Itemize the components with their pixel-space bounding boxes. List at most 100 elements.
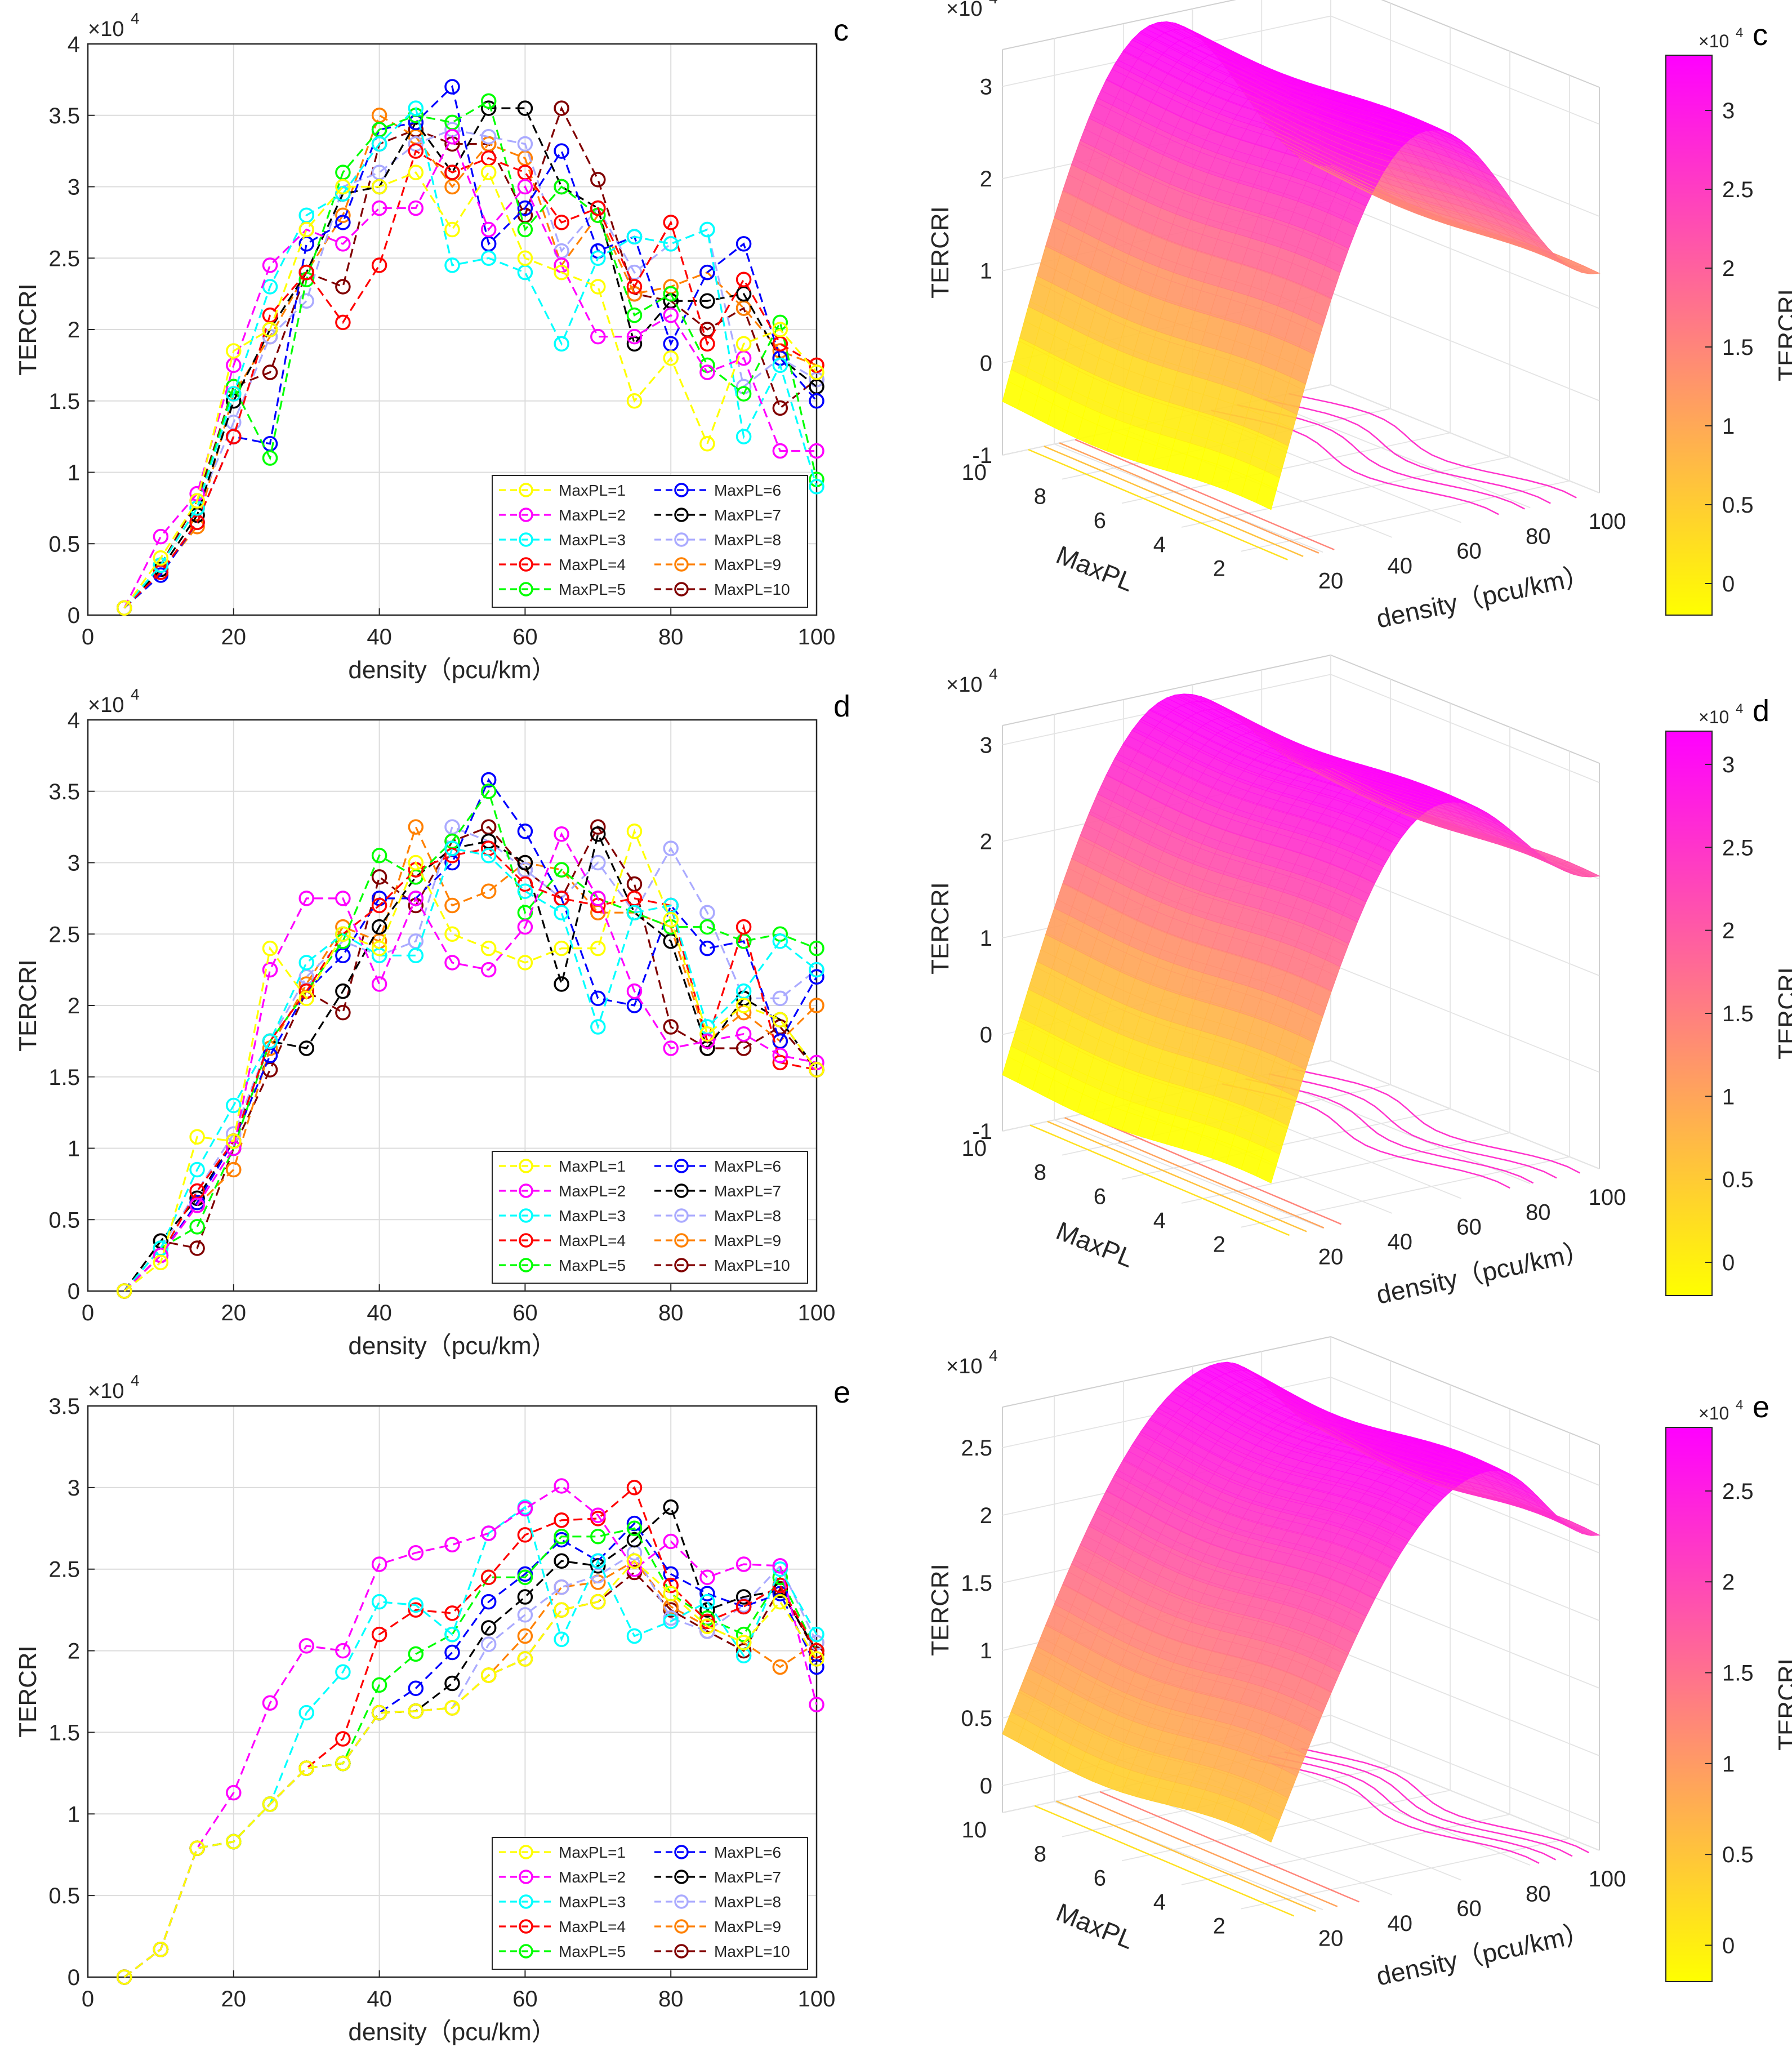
y-tick-label: 8	[1034, 484, 1046, 509]
z-tick-label: -1	[972, 443, 992, 468]
mesh-line	[1002, 1074, 1272, 1183]
legend-item: MaxPL=4	[499, 1918, 626, 1935]
data-point	[626, 983, 643, 999]
data-point	[809, 1626, 824, 1643]
data-point	[809, 443, 824, 459]
colorbar-tick-label: 0	[1722, 572, 1735, 597]
y-tick-label: 3	[68, 1476, 80, 1501]
panel-label: c	[1753, 18, 1768, 52]
mesh-line	[1249, 99, 1518, 208]
legend-marker	[519, 1894, 533, 1909]
data-point	[554, 1478, 569, 1494]
y-tick-label: 0.5	[48, 532, 80, 557]
legend: MaxPL=1 MaxPL=2 MaxPL=3 MaxPL=4 MaxPL=5 MaxPL…	[492, 475, 808, 608]
data-point	[444, 1644, 460, 1661]
legend-label: MaxPL=7	[714, 1182, 781, 1200]
mesh-line	[1330, 164, 1600, 274]
data-point	[699, 1594, 715, 1610]
box-edge	[1002, 1336, 1331, 1408]
data-point	[226, 1097, 242, 1114]
legend-item: MaxPL=9	[654, 1232, 781, 1249]
data-point	[590, 1507, 606, 1523]
y-tick-label: 0.5	[48, 1208, 80, 1232]
data-point	[408, 1545, 424, 1561]
mesh-line	[1188, 1377, 1457, 1487]
data-point	[554, 1512, 569, 1528]
x-tick-label: 60	[1456, 1897, 1482, 1921]
colorbar-tick-label: 1.5	[1722, 335, 1754, 360]
data-point	[480, 848, 497, 864]
box-edge	[1330, 655, 1600, 764]
colorbar-tick-label: 2	[1722, 256, 1735, 281]
y-axis-label: TERCRI	[14, 959, 42, 1052]
data-point	[735, 998, 752, 1013]
exponent-label: ×10	[88, 17, 124, 41]
y-tick-label: 2.5	[48, 1557, 80, 1582]
mesh-line	[1068, 1571, 1337, 1681]
data-point	[663, 1040, 679, 1056]
data-point	[517, 1589, 533, 1605]
data-point	[590, 819, 606, 835]
panel-label: e	[833, 1376, 850, 1409]
data-point	[626, 279, 643, 295]
legend-item: MaxPL=3	[499, 1207, 626, 1225]
data-point	[590, 940, 606, 956]
mesh-line	[1084, 1534, 1354, 1644]
line-chart-c-0: 0 20 40 60 80 100 0 0.5 1 1.5 2 2.5 3 3.5 4 density（pcu…	[14, 10, 849, 684]
grid-line	[1181, 1409, 1510, 1885]
axes-box	[87, 719, 818, 1292]
legend-item: MaxPL=2	[499, 1868, 626, 1886]
data-point	[554, 862, 569, 878]
x-tick-label: 80	[1526, 524, 1551, 549]
data-point	[699, 1033, 715, 1049]
data-point	[590, 826, 606, 842]
legend-marker	[674, 508, 689, 522]
legend-label: MaxPL=10	[714, 1257, 790, 1274]
data-point	[262, 257, 278, 273]
contour-line	[1075, 439, 1335, 551]
legend-label: MaxPL=3	[559, 1893, 626, 1911]
data-point	[809, 940, 824, 956]
data-point	[809, 1651, 824, 1667]
data-point	[335, 1755, 351, 1772]
data-point	[809, 1643, 824, 1659]
legend-item: MaxPL=4	[499, 1232, 626, 1249]
z-tick-label: 1	[980, 1639, 992, 1663]
series-line	[123, 170, 818, 609]
y-tick-label: 8	[1034, 1160, 1046, 1185]
data-point	[226, 429, 242, 444]
mesh-line	[1254, 732, 1523, 841]
data-point	[116, 600, 132, 616]
mesh-line	[1008, 1719, 1277, 1829]
colorbar-tick-label: 2.5	[1722, 177, 1754, 202]
colorbar-exponent-power: 4	[1736, 701, 1743, 716]
colorbar-tick-label: 0.5	[1722, 493, 1754, 518]
data-point	[408, 164, 424, 180]
x-tick-label: 20	[1318, 1244, 1344, 1269]
data-point	[809, 1659, 824, 1675]
data-point	[772, 1047, 788, 1063]
data-point	[809, 998, 824, 1013]
legend-marker	[674, 1845, 689, 1859]
data-point	[663, 286, 679, 302]
data-point	[699, 221, 715, 238]
legend-marker	[519, 582, 533, 597]
data-point	[371, 257, 387, 273]
legend-marker	[674, 1159, 689, 1173]
data-point	[554, 336, 569, 352]
mesh-line	[1024, 1677, 1294, 1787]
mesh-line	[1040, 1636, 1310, 1746]
data-point	[590, 1594, 606, 1610]
legend-marker	[519, 1159, 533, 1173]
legend-marker	[519, 1944, 533, 1959]
mesh-line	[1051, 1610, 1321, 1719]
data-point	[735, 236, 752, 252]
mesh-line	[1128, 1450, 1397, 1560]
data-point	[517, 1501, 533, 1517]
legend-label: MaxPL=6	[714, 1844, 781, 1861]
line-chart-d-1: 0 20 40 60 80 100 0 0.5 1 1.5 2 2.5 3 3.5 4 density（pcu…	[14, 686, 850, 1360]
data-point	[371, 136, 387, 152]
colorbar-tick-label: 2	[1722, 919, 1735, 944]
legend-label: MaxPL=8	[714, 531, 781, 549]
y-tick-label: 1	[68, 461, 80, 486]
